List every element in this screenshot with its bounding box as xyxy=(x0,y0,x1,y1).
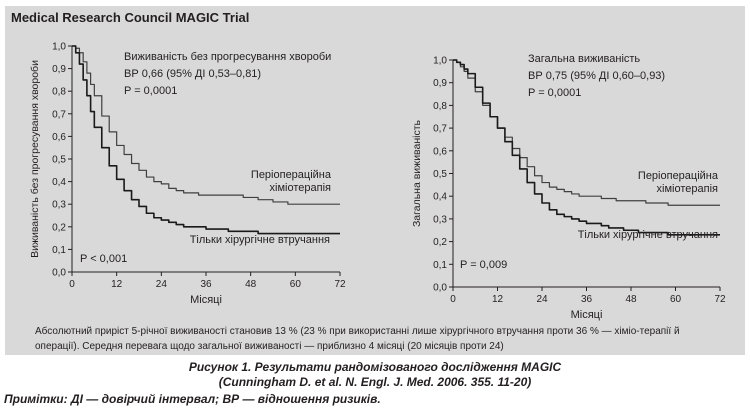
y-tick-label: 0,2 xyxy=(433,237,447,248)
p-value-label: P < 0,001 xyxy=(80,253,127,265)
y-tick-label: 0,1 xyxy=(52,245,66,256)
x-tick-label: 72 xyxy=(334,279,346,290)
stats-annotation-line: P = 0,0001 xyxy=(124,85,177,97)
x-tick-label: 12 xyxy=(111,279,123,290)
x-tick-label: 48 xyxy=(245,279,257,290)
y-tick-label: 0,9 xyxy=(52,64,66,75)
figure-caption-notes: Примітки: ДІ — довірчий інтервал; ВР — в… xyxy=(4,392,381,406)
x-tick-label: 72 xyxy=(714,294,726,305)
y-tick-label: 0,6 xyxy=(433,146,447,157)
y-tick-label: 0,7 xyxy=(52,109,66,120)
y-tick-label: 0,4 xyxy=(52,177,66,188)
stats-annotation-line: ВР 0,75 (95% ДІ 0,60–0,93) xyxy=(528,70,665,82)
stats-annotation-line: P = 0,0001 xyxy=(528,87,581,99)
stats-annotation-line: ВР 0,66 (95% ДІ 0,53–0,81) xyxy=(124,68,261,80)
x-axis-title: Місяці xyxy=(571,309,603,321)
p-value-label: P = 0,009 xyxy=(460,259,507,271)
y-tick-label: 1,0 xyxy=(433,56,447,67)
figure-footnote: Абсолютний приріст 5-річної виживаності … xyxy=(35,326,680,352)
series-line-2 xyxy=(453,59,720,236)
y-axis-title: Загальна виживаність xyxy=(411,119,423,227)
series-line-1 xyxy=(72,45,340,205)
series-line-2 xyxy=(72,45,340,235)
x-tick-label: 36 xyxy=(200,279,212,290)
x-tick-label: 60 xyxy=(290,279,302,290)
series-label-1: Періопераційна хіміотерапія xyxy=(251,169,332,194)
y-tick-label: 0,2 xyxy=(52,222,66,233)
y-tick-label: 0,5 xyxy=(433,169,447,180)
x-tick-label: 60 xyxy=(670,294,682,305)
y-tick-label: 0,6 xyxy=(52,132,66,143)
y-tick-label: 0,3 xyxy=(52,200,66,211)
y-axis-title: Виживаність без прогресування хвороби xyxy=(29,60,41,258)
y-tick-label: 0,0 xyxy=(52,268,66,279)
y-tick-label: 0,8 xyxy=(52,87,66,98)
figure-caption-title: Рисунок 1. Результати рандомізованого до… xyxy=(188,360,562,374)
stats-annotation-line: Виживаність без прогресування хвороби xyxy=(124,51,331,63)
x-tick-label: 0 xyxy=(450,294,456,305)
figure-panel: Medical Research Council MAGIC Trial Абс… xyxy=(5,6,745,355)
stats-annotation-line: Загальна виживаність xyxy=(528,53,640,65)
y-tick-label: 0,9 xyxy=(433,78,447,89)
series-label-2: Тільки хірургічне втручання xyxy=(578,229,718,241)
series-label-2: Тільки хірургічне втручання xyxy=(190,234,330,246)
y-tick-label: 0,5 xyxy=(52,155,66,166)
chart-2: 0 12 24 36 48 60 72 0,0 0,1 0,2 0,3 0,4 0,5 0,6 0,7 0,8… xyxy=(411,53,726,321)
y-tick-label: 0,8 xyxy=(433,101,447,112)
series-line-1 xyxy=(453,59,720,206)
panel-title: Medical Research Council MAGIC Trial xyxy=(11,10,250,25)
x-tick-label: 0 xyxy=(69,279,75,290)
chart-1: 0 12 24 36 48 60 72 0,0 0,1 0,2 0,3 0,4 0,5 0,6 0,7 0,8… xyxy=(29,42,346,307)
y-tick-label: 0,1 xyxy=(433,260,447,271)
x-axis-title: Місяці xyxy=(190,294,222,306)
y-tick-label: 1,0 xyxy=(52,42,66,53)
y-tick-label: 0,4 xyxy=(433,192,447,203)
x-tick-label: 48 xyxy=(625,294,637,305)
x-tick-label: 24 xyxy=(536,294,548,305)
x-tick-label: 24 xyxy=(156,279,168,290)
y-tick-label: 0,0 xyxy=(433,283,447,294)
y-tick-label: 0,3 xyxy=(433,214,447,225)
figure-caption-citation: (Cunningham D. et al. N. Engl. J. Med. 2… xyxy=(218,375,532,389)
series-label-1: Періопераційна хіміотерапія xyxy=(638,170,719,195)
x-tick-label: 12 xyxy=(492,294,504,305)
y-tick-label: 0,7 xyxy=(433,124,447,135)
x-tick-label: 36 xyxy=(581,294,593,305)
